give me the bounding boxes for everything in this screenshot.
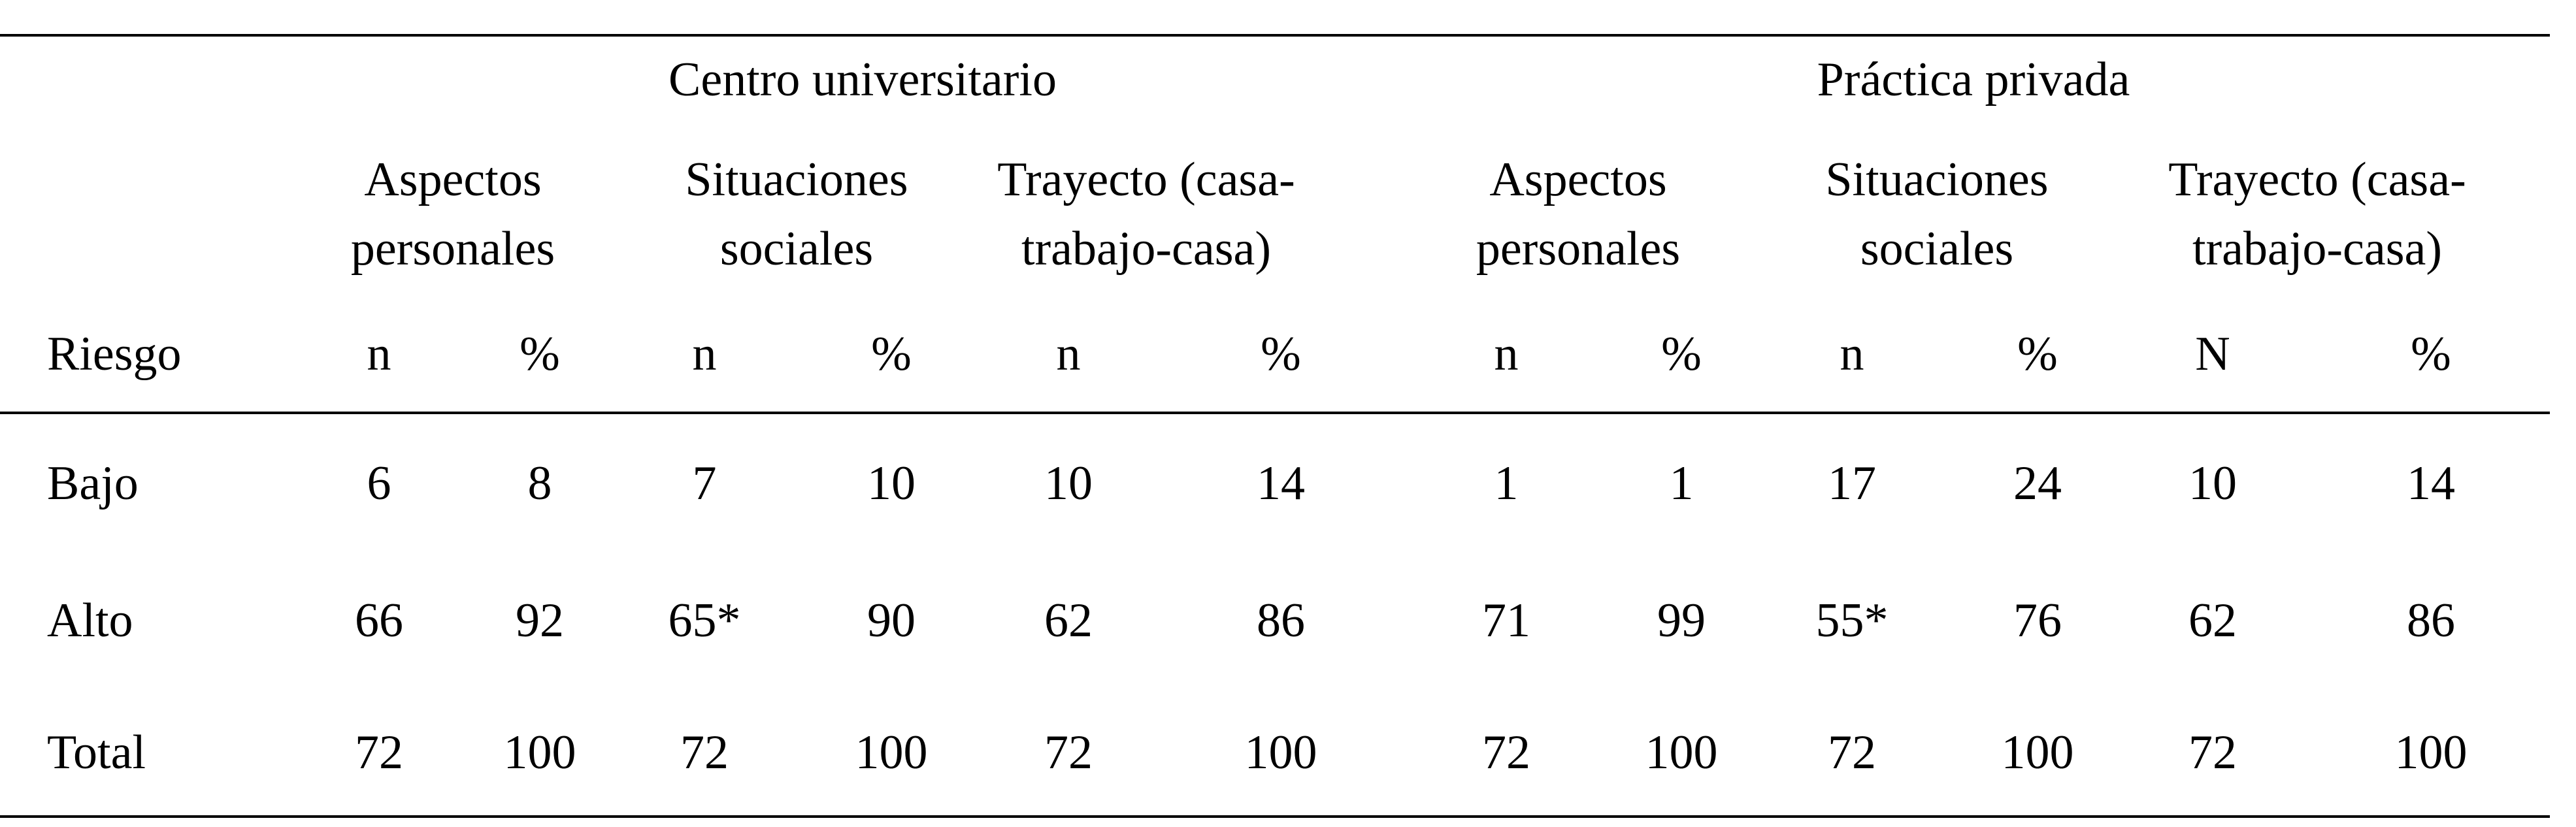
table-cell: 62 [2188,594,2237,647]
subgroup-title: Situaciones sociales [633,145,960,284]
table-cell: 72 [1482,726,1530,779]
row-label-alto: Alto [47,594,133,647]
row-label-total: Total [47,726,146,779]
subgroup-title: Situaciones sociales [1774,145,2100,284]
table-cell: 86 [2407,594,2455,647]
subgroup-title: Aspectos personales [1415,145,1742,284]
table-cell: 65* [668,594,741,647]
subgroup-title-line: sociales [719,222,874,276]
subgroup-title: Trayecto (casa- trabajo-casa) [2154,145,2481,284]
subgroup-title: Trayecto (casa- trabajo-casa) [983,145,1310,284]
subgroup-title-line: Situaciones [1825,153,2049,206]
table-cell: 14 [1257,457,1305,510]
group-title-practica-privada: Práctica privada [1817,53,2130,106]
column-header: n [367,327,391,381]
column-header: N [2195,327,2230,381]
bottom-rule [0,815,2550,818]
table-cell: 66 [355,594,403,647]
table-cell: 72 [355,726,403,779]
subgroup-title: Aspectos personales [289,145,616,284]
subgroup-title-line: Aspectos [364,153,542,206]
table-cell: 100 [855,726,928,779]
subgroup-title-line: trabajo-casa) [1021,222,1272,276]
top-rule [0,34,2550,37]
column-header: % [1661,327,1702,381]
table-cell: 10 [2188,457,2237,510]
table-cell: 100 [2001,726,2074,779]
table-cell: 24 [2013,457,2062,510]
table-cell: 72 [1044,726,1093,779]
table-cell: 99 [1657,594,1706,647]
subgroup-title-line: Trayecto (casa- [2168,153,2466,206]
table-cell: 6 [367,457,391,510]
column-header: % [520,327,560,381]
subgroup-title-line: personales [350,222,555,276]
table-cell: 62 [1044,594,1093,647]
table-cell: 1 [1494,457,1519,510]
row-header-label: Riesgo [47,327,182,381]
subgroup-title-line: Situaciones [685,153,908,206]
column-header: % [2017,327,2058,381]
subgroup-title-line: personales [1476,222,1681,276]
subgroup-title-line: trabajo-casa) [2192,222,2443,276]
table-cell: 100 [1244,726,1317,779]
column-header: % [1261,327,1301,381]
table-cell: 72 [1828,726,1876,779]
table-cell: 100 [503,726,576,779]
table-cell: 72 [680,726,729,779]
subgroup-title-line: sociales [1860,222,2014,276]
table-cell: 71 [1482,594,1530,647]
table-cell: 100 [1645,726,1718,779]
table-cell: 7 [692,457,717,510]
table-cell: 90 [867,594,916,647]
column-header: n [1056,327,1081,381]
row-label-bajo: Bajo [47,457,139,510]
table-cell: 55* [1815,594,1889,647]
table-cell: 8 [527,457,552,510]
header-rule [0,412,2550,414]
table-cell: 92 [516,594,564,647]
group-title-centro-universitario: Centro universitario [669,53,1057,106]
table-cell: 10 [1044,457,1093,510]
column-header: n [692,327,717,381]
table-cell: 86 [1257,594,1305,647]
subgroup-title-line: Aspectos [1489,153,1667,206]
column-header: n [1494,327,1519,381]
table-cell: 17 [1828,457,1876,510]
table-cell: 14 [2407,457,2455,510]
table-cell: 72 [2188,726,2237,779]
table-cell: 10 [867,457,916,510]
table-cell: 76 [2013,594,2062,647]
table-cell: 100 [2394,726,2468,779]
column-header: % [871,327,912,381]
column-header: % [2411,327,2451,381]
table-cell: 1 [1669,457,1694,510]
column-header: n [1840,327,1864,381]
subgroup-title-line: Trayecto (casa- [997,153,1295,206]
